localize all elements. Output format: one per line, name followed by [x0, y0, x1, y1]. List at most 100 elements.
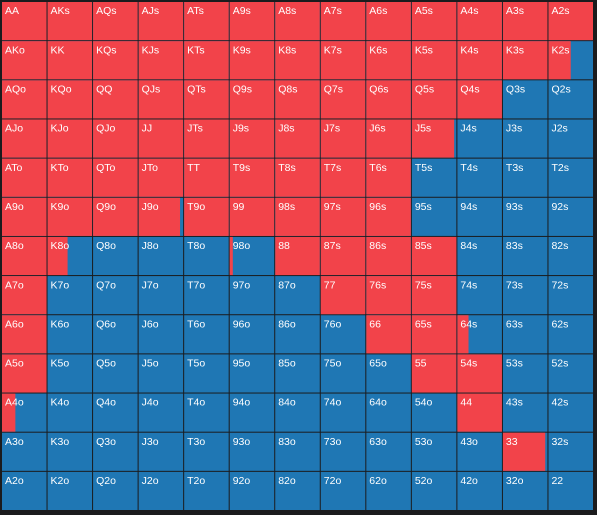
raise-fill	[411, 236, 457, 276]
raise-fill	[366, 276, 411, 315]
hand-label: ATo	[5, 162, 22, 174]
raise-fill	[457, 354, 502, 393]
raise-fill	[411, 41, 457, 80]
hand-label: 43o	[460, 436, 478, 448]
cell	[548, 354, 593, 393]
hand-label: 72s	[551, 279, 568, 291]
hand-label: K2s	[551, 44, 569, 56]
hand-label: Q3o	[96, 436, 116, 448]
cell	[229, 276, 275, 315]
hand-label: AKo	[5, 44, 25, 56]
raise-fill	[457, 315, 469, 354]
hand-label: 97s	[324, 201, 341, 213]
cell	[411, 197, 457, 236]
raise-fill	[229, 80, 275, 119]
cell	[411, 393, 457, 432]
hand-label: 52s	[551, 358, 568, 370]
cell	[548, 432, 593, 471]
cell	[184, 315, 229, 354]
hand-label: KTs	[187, 44, 205, 56]
hand-label: K6o	[51, 318, 70, 330]
hand-label: 92s	[551, 201, 568, 213]
hand-label: A4o	[5, 397, 24, 409]
hand-label: A3s	[506, 5, 524, 17]
raise-fill	[229, 119, 275, 158]
cell	[320, 315, 366, 354]
cell	[93, 471, 138, 510]
raise-fill	[2, 41, 47, 80]
hand-label: J7o	[142, 279, 159, 291]
hand-label: 82s	[551, 240, 568, 252]
raise-fill	[2, 236, 47, 276]
hand-label: A9s	[233, 5, 251, 17]
hand-label: A5s	[415, 5, 433, 17]
hand-label: Q9o	[96, 201, 116, 213]
hand-label: J9o	[142, 201, 159, 213]
raise-fill	[184, 41, 229, 80]
cell	[184, 471, 229, 510]
hand-label: Q6o	[96, 318, 116, 330]
hand-label: KQo	[51, 84, 72, 96]
hand-label: 87s	[324, 240, 341, 252]
hand-label: Q8o	[96, 240, 116, 252]
raise-fill	[138, 197, 181, 236]
cell	[548, 276, 593, 315]
hand-label: JTo	[142, 162, 159, 174]
hand-label: 98o	[233, 240, 251, 252]
raise-fill	[457, 80, 502, 119]
cell	[275, 432, 320, 471]
hand-label: A5o	[5, 358, 24, 370]
cell	[548, 393, 593, 432]
hand-label: Q4o	[96, 397, 116, 409]
hand-label: J6o	[142, 318, 159, 330]
hand-label: T9s	[233, 162, 251, 174]
hand-label: J8s	[278, 123, 294, 135]
hand-label: 98s	[278, 201, 295, 213]
raise-fill	[320, 119, 366, 158]
hand-label: 64o	[369, 397, 387, 409]
hand-label: J4o	[142, 397, 159, 409]
cell	[320, 432, 366, 471]
cell	[548, 471, 593, 510]
hand-label: J2s	[551, 123, 567, 135]
hand-label: Q2o	[96, 475, 116, 487]
raise-fill	[457, 2, 502, 41]
hand-label: K3s	[506, 44, 524, 56]
hand-label: KQs	[96, 44, 116, 56]
hand-label: K8o	[51, 240, 70, 252]
cell	[366, 393, 411, 432]
hand-label: T4s	[460, 162, 478, 174]
hand-label: QTo	[96, 162, 115, 174]
cell	[229, 393, 275, 432]
raise-fill	[366, 41, 411, 80]
raise-fill	[229, 158, 275, 197]
raise-fill	[320, 158, 366, 197]
hand-label: 94o	[233, 397, 251, 409]
cell	[502, 197, 548, 236]
hand-label: 63o	[369, 436, 387, 448]
hand-label: T7s	[324, 162, 342, 174]
hand-label: 82o	[278, 475, 296, 487]
hand-label: 74s	[460, 279, 477, 291]
cell	[548, 236, 593, 276]
raise-fill	[457, 393, 502, 432]
cell	[184, 432, 229, 471]
hand-label: 94s	[460, 201, 477, 213]
cell	[47, 432, 93, 471]
raise-fill	[2, 276, 47, 315]
hand-label: 44	[460, 397, 472, 409]
hand-label: AQs	[96, 5, 116, 17]
hand-label: T8s	[278, 162, 296, 174]
raise-fill	[2, 80, 47, 119]
hand-label: KK	[51, 44, 65, 56]
cell	[2, 432, 47, 471]
raise-fill	[366, 2, 411, 41]
hand-label: K7o	[51, 279, 70, 291]
cell	[320, 354, 366, 393]
cell	[366, 432, 411, 471]
raise-fill	[47, 41, 93, 80]
hand-label: J7s	[324, 123, 340, 135]
hand-label: 77	[324, 279, 336, 291]
raise-fill	[320, 197, 366, 236]
hand-label: 72o	[324, 475, 342, 487]
